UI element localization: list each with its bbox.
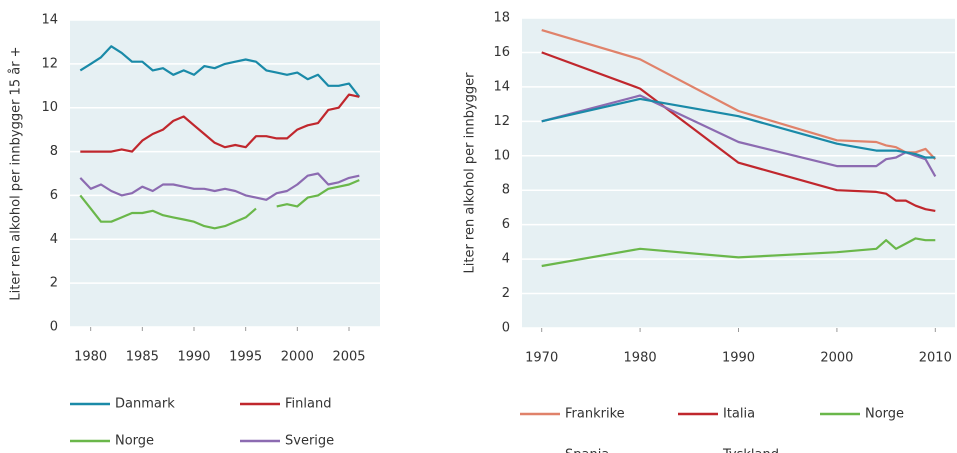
series-line (541, 51, 936, 212)
series-line (79, 45, 361, 98)
y-tick-label: 6 (50, 188, 58, 203)
y-tick-label: 12 (493, 114, 510, 129)
plot-area (522, 18, 955, 328)
legend-label: Danmark (115, 397, 175, 412)
y-tick-label: 8 (50, 144, 58, 159)
y-tick-label: 0 (502, 321, 510, 336)
series-line (541, 94, 937, 177)
x-tick-label: 1995 (229, 350, 262, 365)
x-tick-label: 2000 (281, 350, 314, 365)
series-line (541, 97, 936, 159)
y-tick-label: 10 (493, 148, 510, 163)
y-tick-label: 10 (41, 100, 58, 115)
y-tick-label: 2 (502, 286, 510, 301)
x-tick-label: 2010 (919, 351, 952, 366)
y-axis-label: Liter ren alkohol per innbygger 15 år + (9, 46, 24, 300)
y-tick-label: 8 (502, 183, 510, 198)
legend-label: Norge (865, 407, 904, 422)
y-tick-label: 14 (41, 13, 58, 28)
y-tick-label: 6 (502, 217, 510, 232)
legend-label: Spania (565, 448, 609, 453)
x-tick-label: 1980 (624, 351, 657, 366)
x-tick-label: 1970 (525, 351, 558, 366)
y-tick-label: 18 (493, 11, 510, 26)
y-tick-label: 4 (50, 232, 58, 247)
y-tick-label: 14 (493, 79, 510, 94)
x-tick-label: 1990 (722, 351, 755, 366)
legend-label: Italia (723, 407, 755, 422)
y-tick-label: 2 (50, 276, 58, 291)
series-line (541, 29, 937, 160)
series-line (79, 172, 360, 201)
legend-label: Sverige (285, 434, 334, 449)
x-tick-label: 1990 (177, 350, 210, 365)
y-tick-label: 12 (41, 56, 58, 71)
x-tick-label: 1980 (74, 350, 107, 365)
y-tick-label: 0 (50, 320, 58, 335)
x-tick-label: 2005 (332, 350, 365, 365)
plot-area (70, 20, 380, 327)
legend-label: Norge (115, 434, 154, 449)
x-tick-label: 1985 (126, 350, 159, 365)
legend-label: Frankrike (565, 407, 625, 422)
y-axis-label: Liter ren alkohol per innbygger (463, 72, 478, 274)
series-line (541, 237, 936, 268)
legend-label: Tyskland (722, 448, 779, 453)
y-tick-label: 16 (493, 45, 510, 60)
series-line (80, 93, 360, 153)
legend-label: Finland (285, 397, 331, 412)
x-tick-label: 2000 (820, 351, 853, 366)
series-line (79, 179, 360, 230)
y-tick-label: 4 (502, 252, 510, 267)
